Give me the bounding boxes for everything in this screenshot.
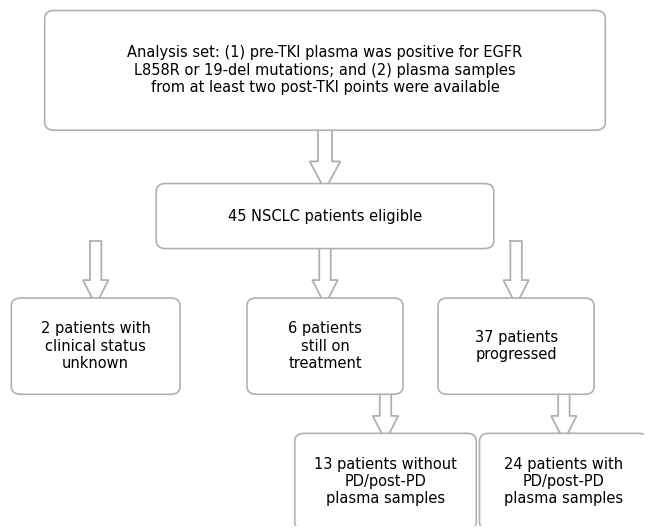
Polygon shape xyxy=(312,241,338,305)
Polygon shape xyxy=(503,241,529,305)
Text: 45 NSCLC patients eligible: 45 NSCLC patients eligible xyxy=(228,209,422,224)
Polygon shape xyxy=(373,386,398,441)
Polygon shape xyxy=(309,123,341,190)
FancyBboxPatch shape xyxy=(438,298,594,395)
FancyBboxPatch shape xyxy=(247,298,403,395)
Text: 24 patients with
PD/post-PD
plasma samples: 24 patients with PD/post-PD plasma sampl… xyxy=(504,457,623,507)
Text: 6 patients
still on
treatment: 6 patients still on treatment xyxy=(288,321,362,371)
Polygon shape xyxy=(83,241,109,305)
FancyBboxPatch shape xyxy=(294,433,476,529)
Text: 37 patients
progressed: 37 patients progressed xyxy=(474,330,558,362)
Text: 13 patients without
PD/post-PD
plasma samples: 13 patients without PD/post-PD plasma sa… xyxy=(314,457,457,507)
Text: 2 patients with
clinical status
unknown: 2 patients with clinical status unknown xyxy=(41,321,151,371)
FancyBboxPatch shape xyxy=(480,433,648,529)
FancyBboxPatch shape xyxy=(11,298,180,395)
FancyBboxPatch shape xyxy=(45,11,605,130)
Polygon shape xyxy=(551,386,577,441)
FancyBboxPatch shape xyxy=(156,184,494,249)
Text: Analysis set: (1) pre-TKI plasma was positive for EGFR
L858R or 19-del mutations: Analysis set: (1) pre-TKI plasma was pos… xyxy=(127,46,523,95)
